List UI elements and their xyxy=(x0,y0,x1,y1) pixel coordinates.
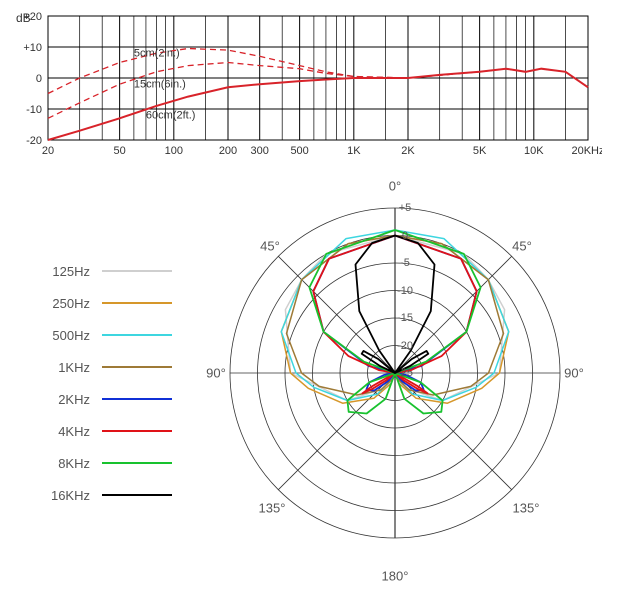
svg-text:+10: +10 xyxy=(23,42,42,54)
legend-row: 125Hz xyxy=(30,255,200,287)
polar-radial-label: -25 xyxy=(397,367,413,379)
polar-section: 125Hz 250Hz 500Hz 1KHz 2KHz 4KHz 8KHz 16KHz 0° 4… xyxy=(10,178,612,588)
legend-label: 250Hz xyxy=(30,296,102,311)
polar-radial-label: -15 xyxy=(397,312,413,324)
svg-text:50: 50 xyxy=(114,145,126,157)
legend-swatch xyxy=(102,398,172,400)
legend-label: 125Hz xyxy=(30,264,102,279)
legend-row: 2KHz xyxy=(30,383,200,415)
polar-radial-label: +5 xyxy=(399,202,412,214)
polar-angle-label: 45° xyxy=(260,239,280,254)
legend-swatch xyxy=(102,270,172,272)
frequency-response-chart: -20-100+10+20dB20501002003005001K2K5K10K… xyxy=(10,10,602,158)
svg-text:5K: 5K xyxy=(473,145,487,157)
svg-text:1K: 1K xyxy=(347,145,361,157)
svg-text:200: 200 xyxy=(219,145,237,157)
polar-angle-label: 135° xyxy=(259,501,286,516)
svg-text:-10: -10 xyxy=(26,104,42,116)
svg-text:dB: dB xyxy=(16,11,31,25)
polar-angle-label: 0° xyxy=(389,179,401,194)
legend-row: 8KHz xyxy=(30,447,200,479)
svg-text:15cm(6in.): 15cm(6in.) xyxy=(134,78,186,90)
svg-text:20: 20 xyxy=(42,145,54,157)
svg-text:500: 500 xyxy=(290,145,308,157)
legend-swatch xyxy=(102,430,172,432)
svg-text:10K: 10K xyxy=(524,145,544,157)
polar-angle-label: 90° xyxy=(206,366,226,381)
polar-angle-label: 180° xyxy=(382,569,409,584)
polar-angle-label: 90° xyxy=(564,366,584,381)
legend-label: 1KHz xyxy=(30,360,102,375)
legend-label: 8KHz xyxy=(30,456,102,471)
svg-text:2K: 2K xyxy=(401,145,415,157)
legend-row: 4KHz xyxy=(30,415,200,447)
legend-swatch xyxy=(102,494,172,496)
polar-radial-label: 0 xyxy=(402,230,408,242)
polar-angle-label: 135° xyxy=(513,501,540,516)
svg-text:300: 300 xyxy=(251,145,269,157)
legend-row: 500Hz xyxy=(30,319,200,351)
svg-text:100: 100 xyxy=(165,145,183,157)
legend-swatch xyxy=(102,334,172,336)
svg-text:5cm(2in.): 5cm(2in.) xyxy=(134,47,180,59)
legend-label: 4KHz xyxy=(30,424,102,439)
legend-swatch xyxy=(102,366,172,368)
polar-radial-label: -20 xyxy=(397,340,413,352)
legend-label: 2KHz xyxy=(30,392,102,407)
legend-label: 16KHz xyxy=(30,488,102,503)
legend-swatch xyxy=(102,302,172,304)
polar-radial-label: -5 xyxy=(400,257,410,269)
polar-chart: 0° 45° 45° 90° 90° 135° 135° 180° +5 0 -5 -10 -15 -20… xyxy=(200,178,590,588)
polar-legend: 125Hz 250Hz 500Hz 1KHz 2KHz 4KHz 8KHz 16KHz xyxy=(10,255,200,511)
svg-text:-20: -20 xyxy=(26,135,42,147)
svg-text:60cm(2ft.): 60cm(2ft.) xyxy=(146,109,196,121)
legend-row: 16KHz xyxy=(30,479,200,511)
svg-text:0: 0 xyxy=(36,73,42,85)
legend-row: 250Hz xyxy=(30,287,200,319)
legend-row: 1KHz xyxy=(30,351,200,383)
polar-radial-label: -10 xyxy=(397,285,413,297)
polar-angle-label: 45° xyxy=(512,239,532,254)
legend-label: 500Hz xyxy=(30,328,102,343)
legend-swatch xyxy=(102,462,172,464)
svg-text:20KHz: 20KHz xyxy=(571,145,602,157)
